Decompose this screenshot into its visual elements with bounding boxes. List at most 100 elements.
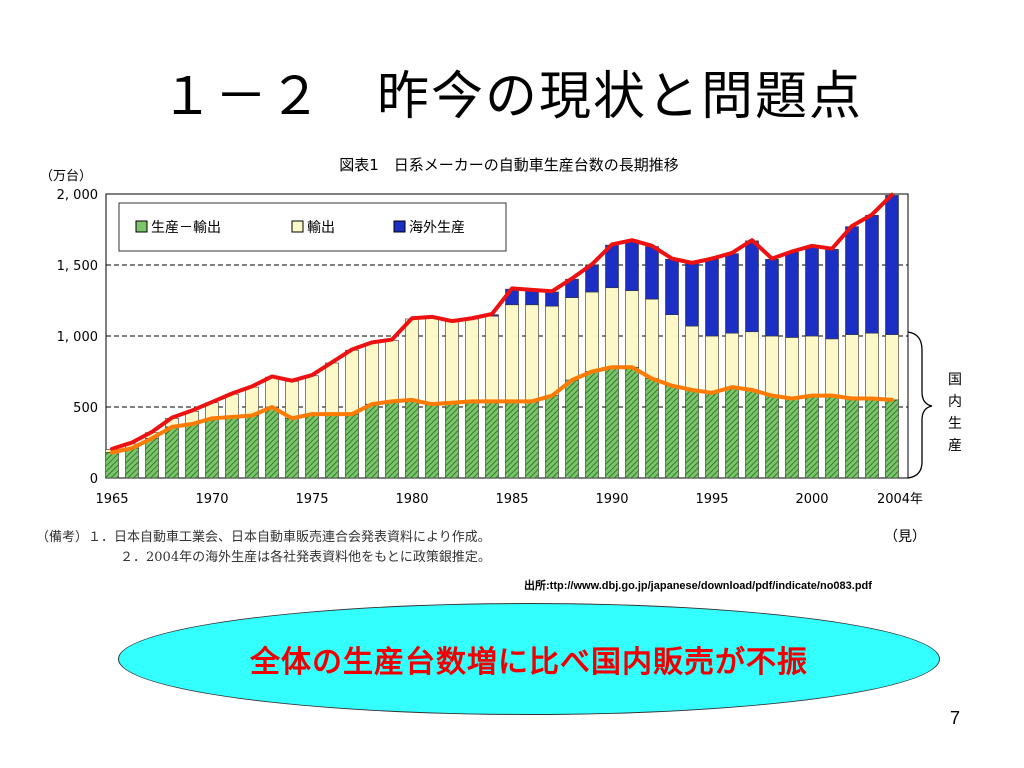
bar-overseas-1998	[765, 259, 779, 337]
bar-export-1971	[225, 393, 239, 418]
bar-export-1989	[585, 291, 599, 372]
bar-overseas-1986	[525, 290, 539, 306]
bar-export-1977	[345, 349, 359, 415]
chart-title: 図表1 日系メーカーの自動車生産台数の長期推移	[339, 156, 679, 174]
trend-lines	[110, 192, 894, 455]
bar-export-2002	[845, 334, 859, 399]
legend-box	[118, 202, 507, 252]
bar-domestic-1997	[745, 389, 759, 479]
y-tick-1500: 1, 500	[57, 259, 98, 274]
bar-overseas-2001	[825, 249, 839, 340]
callout-text: 全体の生産台数増に比べ国内販売が不振	[250, 645, 808, 680]
bar-domestic-1977	[345, 413, 359, 479]
bar-export-1997	[745, 331, 759, 391]
y-axis-label: （万台）	[40, 169, 92, 184]
bar-export-1978	[365, 342, 379, 405]
bar-domestic-1998	[765, 395, 779, 479]
bar-domestic-1991	[625, 366, 639, 479]
x-tick-6: 1995	[695, 492, 728, 507]
bar-export-2000	[805, 335, 819, 396]
bar-domestic-1994	[685, 389, 699, 479]
bar-domestic-1975	[305, 413, 319, 479]
bar-overseas-1987	[545, 291, 559, 307]
legend-label-export: 輸出	[307, 220, 335, 236]
bars	[105, 195, 899, 479]
bar-export-1974	[285, 381, 299, 419]
bar-domestic-2003	[865, 398, 879, 479]
bar-export-1975	[305, 375, 319, 415]
x-tick-7: 2000	[795, 492, 828, 507]
bar-domestic-1999	[785, 398, 799, 479]
bar-domestic-1993	[665, 385, 679, 479]
y-tick-labels: 0 500 1, 000 1, 500 2, 000	[57, 188, 98, 487]
bar-export-1993	[665, 314, 679, 387]
bar-export-1972	[245, 386, 259, 416]
note-line-2: ２．2004年の海外生産は各社発表資料他をもとに政策銀推定。	[120, 550, 491, 565]
x-tick-5: 1990	[595, 492, 628, 507]
y-tick-1000: 1, 000	[57, 330, 98, 345]
bar-domestic-1967	[145, 437, 159, 479]
estimate-mark: （見）	[884, 529, 926, 545]
y-tick-0: 0	[90, 472, 98, 487]
bar-export-1986	[525, 304, 539, 402]
bar-domestic-1981	[425, 403, 439, 479]
legend-swatch-overseas	[393, 220, 406, 233]
bracket-label-char: 国	[948, 372, 962, 388]
bar-overseas-1992	[645, 246, 659, 300]
x-tick-0: 1965	[95, 492, 128, 507]
bar-domestic-1966	[125, 447, 139, 479]
bar-domestic-1980	[405, 399, 419, 479]
bar-export-1996	[725, 332, 739, 388]
bar-export-2003	[865, 332, 879, 399]
x-tick-8: 2004年	[877, 492, 923, 507]
bracket-label-char: 産	[948, 438, 962, 454]
bar-overseas-1996	[725, 253, 739, 334]
bar-overseas-1993	[665, 259, 679, 316]
bar-domestic-1983	[465, 401, 479, 479]
bar-domestic-1968	[165, 426, 179, 479]
bar-domestic-1984	[485, 401, 499, 479]
source-citation: 出所:ttp://www.dbj.go.jp/japanese/download…	[524, 580, 872, 592]
bar-domestic-1986	[525, 401, 539, 479]
bar-export-1999	[785, 337, 799, 399]
bar-export-1976	[325, 362, 339, 415]
bar-export-1980	[405, 318, 419, 401]
bar-domestic-1979	[385, 401, 399, 479]
bar-overseas-2002	[845, 226, 859, 335]
bar-export-1973	[265, 376, 279, 408]
legend-swatch-export	[291, 220, 304, 233]
bar-domestic-1996	[725, 386, 739, 479]
bar-export-1982	[445, 321, 459, 404]
bar-export-1987	[545, 305, 559, 396]
bar-domestic-1995	[705, 392, 719, 479]
bar-export-1983	[465, 318, 479, 402]
chart-notes: （備考）１．日本自動車工業会、日本自動車販売連合会発表資料により作成。 ２．20…	[36, 528, 491, 568]
bar-domestic-1987	[545, 395, 559, 479]
bar-domestic-1972	[245, 415, 259, 479]
bar-export-1981	[425, 317, 439, 405]
bar-overseas-1997	[745, 240, 759, 333]
bar-domestic-1970	[205, 418, 219, 479]
domestic-bracket	[907, 331, 933, 479]
bar-domestic-1992	[645, 378, 659, 479]
bar-domestic-2004	[885, 399, 899, 479]
bar-domestic-1978	[365, 403, 379, 479]
bar-domestic-1985	[505, 401, 519, 479]
bar-export-1991	[625, 290, 639, 368]
bar-export-1990	[605, 287, 619, 368]
bar-export-1995	[705, 335, 719, 394]
x-tick-4: 1985	[495, 492, 528, 507]
bar-overseas-2004	[885, 195, 899, 335]
bar-export-1994	[685, 325, 699, 391]
bar-overseas-1995	[705, 259, 719, 337]
total-production-line	[110, 192, 894, 451]
production-chart: 図表1 日系メーカーの自動車生産台数の長期推移 （万台） 0 500 1, 000 1…	[40, 156, 962, 507]
bracket-label-char: 内	[948, 394, 962, 410]
bar-export-2004	[885, 334, 899, 401]
bar-domestic-2000	[805, 395, 819, 479]
bar-overseas-1994	[685, 263, 699, 327]
y-tick-2000: 2, 000	[57, 188, 98, 203]
bar-export-2001	[825, 338, 839, 396]
bar-domestic-1974	[285, 418, 299, 479]
page-number: 7	[950, 708, 961, 728]
